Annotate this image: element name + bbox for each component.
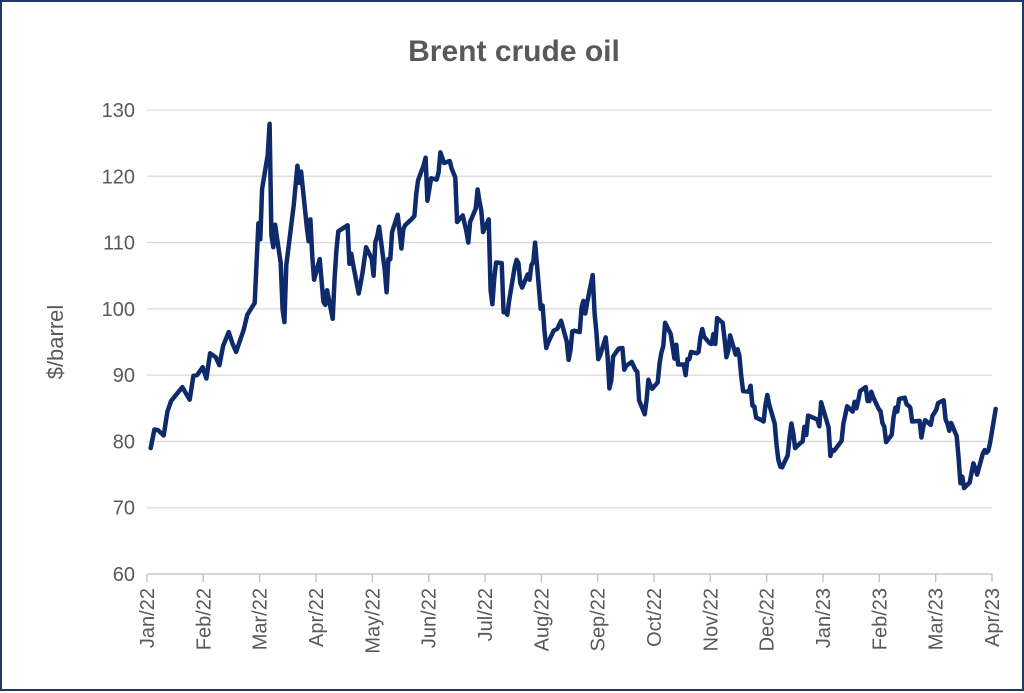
x-tick-label: Feb/23 bbox=[869, 588, 891, 650]
x-tick-label: May/22 bbox=[362, 588, 384, 654]
x-axis-tick-labels: Jan/22 Feb/22 Mar/22 Apr/22 May/22 Jun/22 Jul/… bbox=[137, 588, 1004, 654]
y-axis-label: $/barrel bbox=[43, 305, 68, 380]
y-tick-label: 70 bbox=[113, 498, 135, 520]
x-tick-label: Apr/22 bbox=[306, 588, 328, 647]
x-tick-label: Oct/22 bbox=[644, 588, 666, 647]
x-tick-label: Jul/22 bbox=[475, 588, 497, 641]
y-tick-label: 120 bbox=[102, 166, 135, 188]
x-tick-label: Jan/23 bbox=[813, 588, 835, 648]
x-tick-label: Aug/22 bbox=[531, 588, 553, 651]
x-tick-label: Jan/22 bbox=[137, 588, 159, 648]
y-axis-tick-labels: 60 70 80 90 100 110 120 130 bbox=[102, 100, 135, 586]
chart-title: Brent crude oil bbox=[408, 35, 620, 68]
series-line bbox=[148, 121, 998, 491]
x-axis bbox=[146, 573, 993, 582]
x-tick-label: Apr/23 bbox=[982, 588, 1004, 647]
x-tick-label: Sep/22 bbox=[588, 588, 610, 651]
y-tick-label: 90 bbox=[113, 365, 135, 387]
gridlines bbox=[147, 109, 992, 509]
y-tick-label: 100 bbox=[102, 299, 135, 321]
y-tick-label: 130 bbox=[102, 100, 135, 122]
x-tick-label: Feb/22 bbox=[193, 588, 215, 650]
x-tick-label: Dec/22 bbox=[757, 588, 779, 651]
x-tick-label: Jun/22 bbox=[419, 588, 441, 648]
x-tick-label: Mar/23 bbox=[926, 588, 948, 650]
y-tick-label: 60 bbox=[113, 564, 135, 586]
y-tick-label: 110 bbox=[103, 233, 135, 255]
x-tick-label: Nov/22 bbox=[700, 588, 722, 651]
series-group bbox=[148, 121, 998, 491]
y-tick-label: 80 bbox=[113, 431, 135, 453]
x-tick-label: Mar/22 bbox=[250, 588, 272, 650]
